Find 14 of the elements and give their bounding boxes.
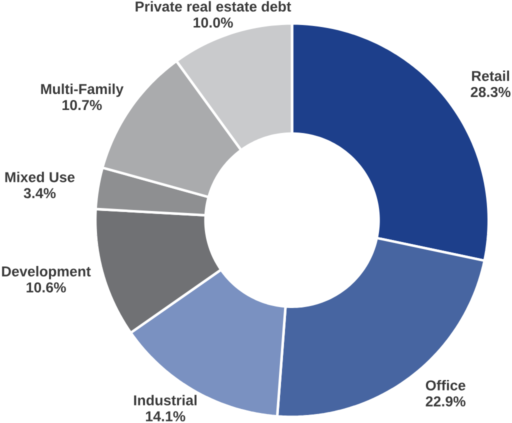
slice-label: Development bbox=[2, 266, 91, 280]
slice-label: Private real estate debt bbox=[136, 1, 292, 12]
data-label: 10.7% bbox=[62, 100, 102, 110]
data-label: 22.9% bbox=[426, 396, 466, 407]
slice-label: Multi-Family bbox=[41, 84, 124, 98]
slice-label: Office bbox=[426, 380, 466, 391]
data-label: 3.4% bbox=[24, 188, 56, 198]
data-label: 10.6% bbox=[26, 282, 66, 293]
slice-label: Retail bbox=[472, 70, 510, 82]
data-label: 28.3% bbox=[470, 87, 510, 98]
slice-label: Mixed Use bbox=[5, 172, 75, 182]
data-label: 14.1% bbox=[146, 412, 186, 422]
data-label: 10.0% bbox=[194, 18, 233, 28]
slice-label: Industrial bbox=[134, 395, 197, 406]
